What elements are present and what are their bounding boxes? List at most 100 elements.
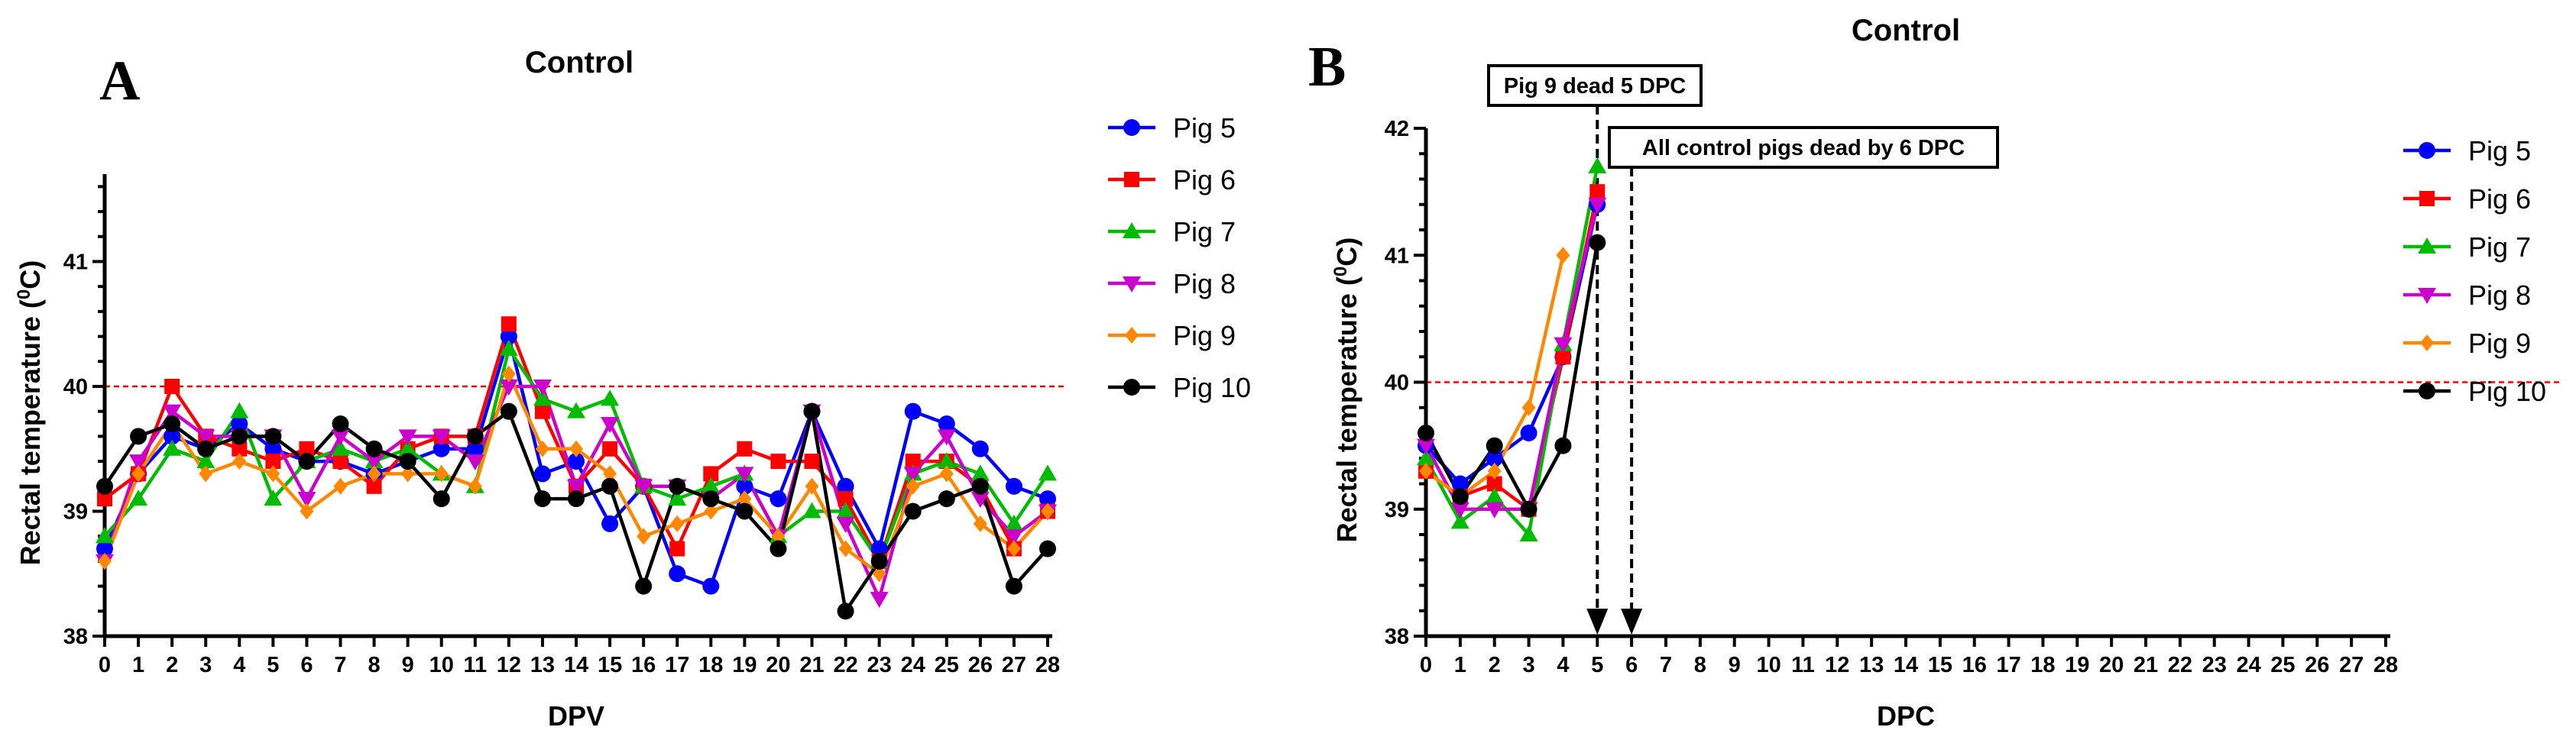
b-data-point: [1418, 425, 1434, 441]
a-data-point: [805, 477, 819, 495]
b-x-tick-label: 2: [1489, 653, 1501, 677]
a-data-point: [297, 492, 316, 509]
a-data-point: [906, 477, 920, 495]
a-legend-label: Pig 9: [1173, 320, 1236, 351]
a-x-tick-label: 5: [267, 653, 279, 677]
a-data-point: [770, 454, 786, 470]
a-data-point: [500, 328, 517, 345]
a-data-point: [534, 403, 550, 419]
a-data-point: [973, 515, 987, 532]
a-data-point: [635, 577, 653, 595]
a-data-point: [231, 415, 248, 433]
a-x-tick-label: 12: [497, 653, 521, 677]
b-data-point: [1589, 184, 1606, 200]
a-data-point: [163, 404, 182, 421]
a-data-point: [1005, 577, 1022, 595]
b-legend-marker: [2419, 383, 2435, 399]
a-data-point: [837, 477, 854, 495]
a-data-point: [466, 440, 484, 457]
a-data-point: [365, 454, 384, 471]
a-data-point: [97, 491, 112, 507]
b-data-point: [1450, 502, 1469, 519]
a-x-tick-label: 7: [334, 653, 346, 677]
b-data-point: [1519, 525, 1538, 541]
b-x-tick-label: 4: [1557, 653, 1569, 677]
a-data-point: [702, 490, 720, 508]
a-y-tick-label: 39: [63, 499, 88, 524]
a-data-point: [601, 515, 619, 532]
a-data-point: [196, 452, 215, 469]
a-title: Control: [525, 46, 633, 79]
a-data-point: [702, 577, 720, 595]
panel-b-letter: B: [1308, 36, 1346, 99]
a-legend-label: Pig 6: [1173, 164, 1236, 196]
b-x-tick-label: 13: [1859, 653, 1884, 677]
a-data-point: [938, 490, 955, 508]
a-data-point: [737, 490, 752, 508]
a-data-point: [702, 477, 721, 493]
a-data-point: [770, 540, 787, 557]
a-data-point: [904, 502, 922, 520]
b-x-tick-label: 3: [1523, 653, 1535, 677]
b-x-tick-label: 5: [1591, 653, 1603, 677]
a-data-point: [433, 440, 450, 457]
a-data-point: [567, 479, 585, 496]
a-x-tick-label: 22: [833, 653, 857, 677]
b-x-tick-label: 12: [1825, 653, 1849, 677]
a-data-point: [129, 490, 148, 506]
b-legend-marker: [2418, 288, 2436, 304]
b-x-tick-label: 0: [1420, 653, 1432, 677]
a-x-tick-label: 4: [233, 653, 245, 677]
a-data-point: [567, 402, 585, 418]
a-data-point: [836, 502, 855, 519]
a-data-point: [299, 441, 315, 457]
b-data-point: [1554, 437, 1572, 454]
b-y-axis-label: Rectal temperature (0C): [1330, 238, 1363, 542]
a-legend-marker: [1124, 172, 1139, 187]
a-data-point: [232, 453, 247, 470]
a-data-point: [434, 465, 449, 483]
b-x-tick-label: 17: [1996, 653, 2020, 677]
a-data-point: [736, 477, 753, 495]
a-x-tick-label: 0: [99, 653, 111, 677]
b-x-tick-label: 1: [1454, 653, 1466, 677]
a-x-tick-label: 27: [1002, 653, 1026, 677]
a-x-tick-label: 8: [368, 653, 381, 677]
a-data-point: [197, 440, 215, 457]
b-legend-marker: [2419, 142, 2435, 159]
b-x-tick-label: 9: [1729, 653, 1741, 677]
a-data-point: [466, 428, 484, 445]
a-x-tick-label: 24: [901, 653, 925, 677]
a-data-point: [703, 466, 719, 482]
a-data-point: [332, 454, 348, 470]
a-data-point: [668, 490, 687, 506]
a-data-point: [905, 454, 921, 470]
a-x-tick-label: 21: [799, 653, 824, 677]
a-data-point: [433, 490, 450, 508]
a-data-point: [131, 465, 146, 483]
a-data-point: [398, 439, 417, 456]
b-x-tick-label: 23: [2202, 653, 2227, 677]
a-x-tick-label: 18: [698, 653, 723, 677]
a-data-point: [398, 429, 417, 446]
a-data-point: [1039, 464, 1057, 481]
a-data-point: [737, 441, 753, 457]
a-data-point: [266, 465, 280, 483]
b-data-point: [1520, 425, 1537, 441]
a-legend-marker: [1123, 276, 1141, 292]
a-data-point: [264, 428, 282, 445]
a-data-point: [501, 365, 516, 383]
a-y-tick-label: 41: [63, 250, 88, 274]
a-data-point: [803, 402, 821, 420]
b-x-tick-label: 21: [2134, 653, 2158, 677]
a-data-point: [939, 465, 954, 483]
b-legend-label: Pig 5: [2468, 135, 2531, 166]
b-data-point: [1589, 234, 1606, 251]
b-data-point: [1521, 399, 1536, 416]
a-x-tick-label: 3: [199, 653, 212, 677]
a-x-tick-label: 20: [766, 653, 790, 677]
a-data-point: [670, 515, 685, 532]
b-x-tick-label: 11: [1791, 653, 1815, 677]
a-y-tick-label: 40: [63, 375, 88, 399]
